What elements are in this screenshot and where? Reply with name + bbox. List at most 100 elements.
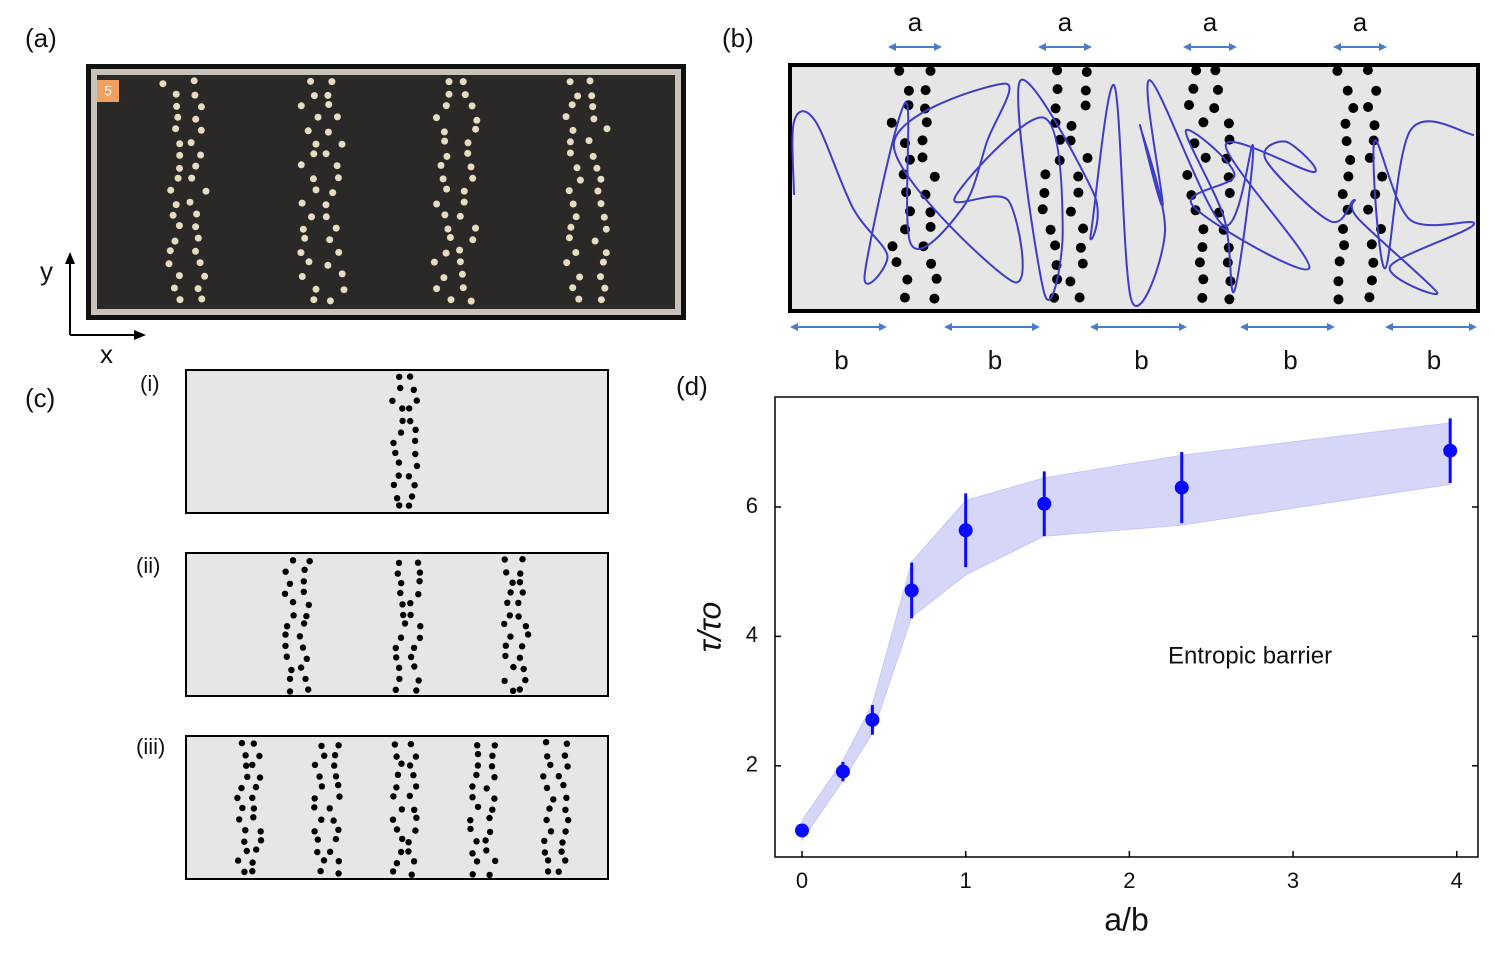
obstacle xyxy=(396,675,403,683)
dimension-labels: a a a a b b b b b xyxy=(790,7,1477,375)
obstacle xyxy=(329,189,337,197)
obstacle xyxy=(170,284,178,292)
obstacle xyxy=(393,860,401,867)
obstacle xyxy=(1198,117,1209,128)
obstacle xyxy=(572,249,580,256)
obstacle xyxy=(1341,136,1352,147)
obstacle xyxy=(573,164,581,172)
arrow-head xyxy=(1469,323,1477,331)
obstacle xyxy=(311,828,318,835)
obstacle xyxy=(407,611,414,619)
obstacle xyxy=(460,187,468,195)
obstacle xyxy=(1364,292,1375,303)
arrow-head xyxy=(1240,323,1248,331)
obstacle xyxy=(1213,84,1223,95)
obstacle xyxy=(335,826,342,833)
obstacle xyxy=(283,623,291,630)
data-point xyxy=(835,764,850,779)
obstacle xyxy=(416,634,424,642)
obstacle xyxy=(446,234,454,241)
obstacle xyxy=(566,78,574,86)
obstacle xyxy=(305,686,312,693)
obstacle xyxy=(1040,169,1051,180)
obstacle xyxy=(433,114,440,122)
obstacle xyxy=(289,598,297,606)
obstacle xyxy=(569,200,577,208)
obstacle xyxy=(469,850,476,857)
obstacle xyxy=(307,77,315,85)
obstacle xyxy=(330,817,337,824)
obstacle xyxy=(412,753,420,760)
obstacle xyxy=(236,816,243,823)
obstacle xyxy=(171,237,179,245)
obstacle xyxy=(1073,171,1084,182)
obstacle xyxy=(405,839,412,846)
obstacle xyxy=(544,857,552,864)
obstacle xyxy=(1194,257,1205,268)
spacing-label: b xyxy=(988,345,1002,375)
obstacle xyxy=(509,687,517,694)
obstacle xyxy=(324,261,332,269)
obstacle xyxy=(1338,224,1348,234)
obstacle xyxy=(405,502,413,509)
obstacle xyxy=(585,137,593,145)
arrow-head xyxy=(944,323,952,331)
obstacle xyxy=(414,559,422,566)
obstacle xyxy=(413,814,420,821)
obstacle xyxy=(1368,257,1379,268)
obstacle xyxy=(297,102,305,110)
obstacle xyxy=(1345,155,1356,165)
obstacle xyxy=(925,221,936,232)
obstacle xyxy=(410,772,417,779)
obstacle xyxy=(516,654,524,661)
obstacle xyxy=(298,273,306,280)
obstacle xyxy=(1082,153,1093,163)
obstacle xyxy=(543,816,550,824)
arrow-head xyxy=(1084,43,1092,51)
obstacle xyxy=(474,803,482,811)
obstacle xyxy=(517,570,524,577)
obstacle xyxy=(503,569,510,576)
obstacle xyxy=(256,774,264,781)
obstacle xyxy=(1080,100,1091,111)
obstacle xyxy=(335,870,342,877)
obstacle xyxy=(312,285,320,293)
obstacle xyxy=(501,620,508,628)
obstacle xyxy=(196,259,204,267)
obstacle xyxy=(540,773,547,780)
obstacle xyxy=(591,237,599,245)
obstacle xyxy=(920,85,931,96)
obstacle xyxy=(921,117,932,128)
obstacle xyxy=(413,687,420,694)
obstacle xyxy=(192,162,200,170)
obstacle xyxy=(165,260,173,268)
obstacle xyxy=(244,773,251,781)
obstacle xyxy=(249,868,256,875)
obstacle xyxy=(445,90,453,98)
obstacle xyxy=(187,139,195,147)
arrow-head xyxy=(1090,323,1098,331)
photo-obstacles xyxy=(159,77,611,305)
obstacle xyxy=(522,676,529,684)
obstacle xyxy=(412,426,419,433)
trajectory xyxy=(791,78,1476,307)
obstacle xyxy=(593,164,601,172)
obstacle xyxy=(283,653,290,660)
obstacle xyxy=(502,652,509,660)
obstacle xyxy=(197,103,205,111)
obstacle xyxy=(1050,240,1061,251)
obstacle xyxy=(406,762,414,769)
obstacle xyxy=(333,162,341,170)
obstacle xyxy=(899,292,910,303)
obstacle xyxy=(550,796,557,803)
obstacle xyxy=(565,234,573,242)
obstacle xyxy=(399,405,406,412)
obstacle xyxy=(516,686,523,693)
obstacle xyxy=(282,642,289,650)
obstacle xyxy=(332,773,340,780)
obstacle xyxy=(559,839,566,846)
obstacle xyxy=(310,296,318,304)
obstacle xyxy=(194,285,202,293)
obstacle xyxy=(299,644,307,651)
